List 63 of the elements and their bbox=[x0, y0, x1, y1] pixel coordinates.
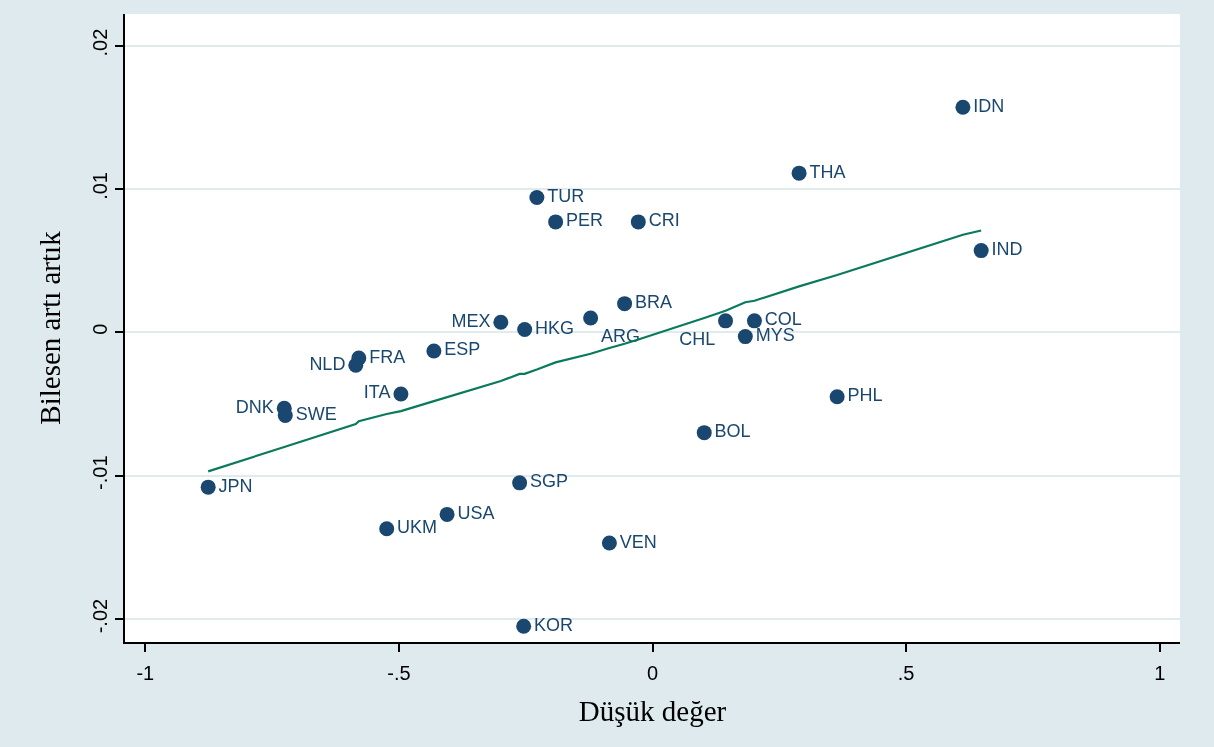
y-tick-label: -.01 bbox=[89, 455, 111, 490]
x-tick-label: 0 bbox=[646, 662, 659, 684]
point bbox=[517, 321, 533, 337]
x-tick-label: .5 bbox=[897, 662, 915, 684]
point bbox=[718, 313, 734, 329]
point bbox=[512, 475, 528, 491]
point bbox=[426, 343, 442, 359]
y-tick-label: 0 bbox=[89, 323, 111, 335]
data-label: DNK bbox=[235, 396, 274, 417]
point bbox=[548, 214, 564, 230]
point bbox=[696, 425, 712, 441]
data-label: HKG bbox=[535, 317, 575, 338]
data-label: BOL bbox=[714, 421, 751, 442]
point bbox=[829, 389, 845, 405]
point bbox=[583, 310, 599, 326]
data-label: KOR bbox=[534, 614, 574, 635]
point bbox=[200, 479, 216, 495]
x-tick-label: 1 bbox=[1154, 662, 1166, 684]
point bbox=[493, 314, 509, 330]
point bbox=[737, 329, 753, 345]
data-label: IDN bbox=[973, 95, 1005, 116]
data-label: IND bbox=[991, 239, 1023, 260]
x-axis-title: Düşük değer bbox=[578, 695, 727, 728]
data-label: PER bbox=[565, 210, 604, 231]
x-tick-label: -.5 bbox=[387, 662, 411, 684]
y-axis-title: Bilesen artı artık bbox=[33, 230, 66, 425]
data-label: ARG bbox=[600, 325, 641, 346]
point bbox=[955, 99, 971, 115]
point bbox=[973, 243, 989, 259]
point bbox=[617, 296, 633, 312]
data-label: UKM bbox=[397, 517, 438, 538]
data-label: TUR bbox=[547, 186, 585, 207]
data-label: SWE bbox=[295, 403, 337, 424]
data-label: SGP bbox=[529, 471, 568, 492]
data-label: FRA bbox=[369, 346, 406, 367]
data-label: ESP bbox=[444, 339, 481, 360]
point bbox=[379, 521, 395, 537]
point bbox=[516, 618, 532, 634]
line-series bbox=[207, 229, 983, 473]
data-label: CHL bbox=[679, 328, 716, 349]
point bbox=[630, 214, 646, 230]
data-label: ITA bbox=[363, 382, 391, 403]
data-label: PHL bbox=[847, 385, 883, 406]
data-label: THA bbox=[809, 161, 846, 182]
point bbox=[601, 535, 617, 551]
point bbox=[791, 165, 807, 181]
data-label: NLD bbox=[309, 353, 346, 374]
point bbox=[393, 386, 409, 402]
data-label: JPN bbox=[218, 475, 253, 496]
y-tick-label: .01 bbox=[89, 172, 111, 200]
x-tick-label: -1 bbox=[136, 662, 155, 684]
point bbox=[439, 506, 455, 522]
data-label: MYS bbox=[755, 325, 795, 346]
y-tick-label: .02 bbox=[89, 28, 111, 57]
data-label: BRA bbox=[634, 292, 672, 313]
point bbox=[348, 357, 364, 373]
y-tick-label: -.02 bbox=[89, 598, 111, 634]
data-label: MEX bbox=[451, 310, 491, 331]
data-label: VEN bbox=[619, 531, 657, 552]
point bbox=[746, 313, 762, 329]
data-label: CRI bbox=[648, 210, 680, 231]
point bbox=[529, 190, 545, 206]
data-label: USA bbox=[457, 502, 495, 523]
